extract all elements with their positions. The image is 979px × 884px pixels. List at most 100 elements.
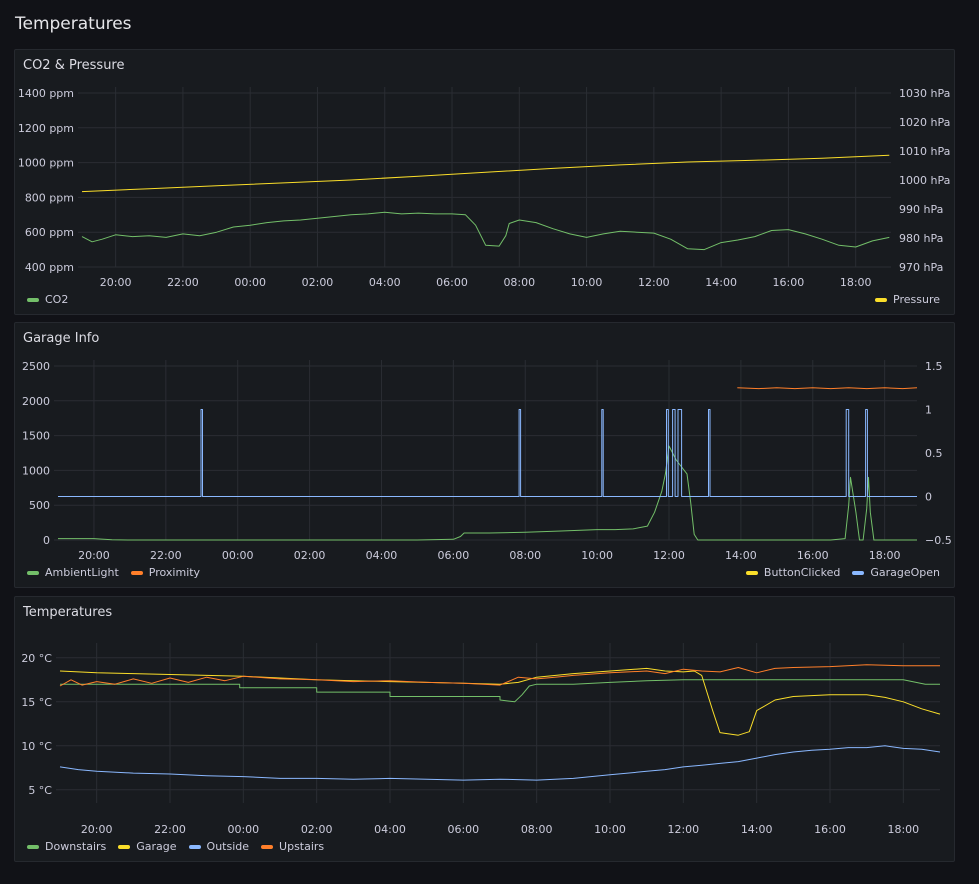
legend-item-buttonclicked[interactable]: ButtonClicked xyxy=(745,566,841,579)
dashboard-title: Temperatures xyxy=(15,14,132,34)
y-tick-label-left: 2500 xyxy=(22,360,50,373)
legend-item-garageopen[interactable]: GarageOpen xyxy=(852,566,940,579)
legend-label: CO2 xyxy=(45,293,69,306)
y-tick-label-left: 500 xyxy=(29,499,50,512)
legend-label: Pressure xyxy=(893,293,940,306)
legend-right: Pressure xyxy=(875,293,940,306)
legend-swatch xyxy=(261,844,274,849)
series-garage-line xyxy=(59,667,941,736)
y-tick-label-left: 1000 ppm xyxy=(18,157,74,170)
legend-label: Downstairs xyxy=(45,840,107,853)
legend-item-garage[interactable]: Garage xyxy=(118,840,177,853)
legend-label: ButtonClicked xyxy=(763,566,841,579)
chart-garage-info: 20:00 22:00 00:00 02:00 04:00 06:00 08:00 10:00… xyxy=(22,360,952,562)
legend-swatch xyxy=(118,844,131,849)
panel-title[interactable]: CO2 & Pressure xyxy=(23,58,125,73)
legend-left: Downstairs Garage Outside Upstairs xyxy=(27,840,324,853)
legend-item-ambientlight[interactable]: AmbientLight xyxy=(27,566,119,579)
x-tick-label: 16:00 xyxy=(814,823,846,836)
legend-label: Outside xyxy=(206,840,250,853)
x-tick-label: 04:00 xyxy=(366,549,398,562)
y-tick-label-right: 990 hPa xyxy=(899,203,943,216)
legend-swatch xyxy=(852,570,865,575)
y-tick-label-left: 1400 ppm xyxy=(18,87,74,100)
series-upstairs-line xyxy=(59,664,940,687)
chart-co2-pressure: 20:00 22:00 00:00 02:00 04:00 06:00 08:00 10:00… xyxy=(18,87,950,289)
panel-title[interactable]: Temperatures xyxy=(23,605,113,620)
x-tick-label: 14:00 xyxy=(705,276,737,289)
legend-swatch xyxy=(188,844,201,849)
x-tick-label: 22:00 xyxy=(150,549,182,562)
legend-item-pressure[interactable]: Pressure xyxy=(875,293,940,306)
legend-label: Garage xyxy=(136,840,177,853)
legend-swatch xyxy=(875,297,888,302)
x-tick-label: 10:00 xyxy=(571,276,603,289)
legend-right: ButtonClicked GarageOpen xyxy=(745,566,940,579)
legend-left: CO2 xyxy=(27,293,68,306)
x-tick-label: 20:00 xyxy=(81,823,113,836)
x-tick-label: 16:00 xyxy=(773,276,805,289)
x-tick-label: 08:00 xyxy=(521,823,553,836)
legend-swatch xyxy=(27,570,39,575)
x-tick-label: 14:00 xyxy=(725,549,757,562)
x-tick-label: 02:00 xyxy=(302,276,334,289)
legend-swatch xyxy=(27,297,39,302)
x-tick-label: 10:00 xyxy=(581,549,613,562)
y-tick-label-left: 10 °C xyxy=(21,740,52,753)
x-tick-label: 06:00 xyxy=(438,549,470,562)
y-tick-label-right: 1000 hPa xyxy=(899,174,950,187)
panel-temperatures[interactable]: Temperatures 20:00 22:00 00:00 02:00 04:00 06… xyxy=(14,596,955,862)
y-tick-label-left: 0 xyxy=(43,534,50,547)
x-tick-label: 08:00 xyxy=(509,549,541,562)
chart-temperatures: 20:00 22:00 00:00 02:00 04:00 06:00 08:00 10:00… xyxy=(21,643,941,836)
legend-item-co2[interactable]: CO2 xyxy=(27,293,68,306)
series-outside-line xyxy=(59,745,941,781)
y-tick-label-left: 800 ppm xyxy=(25,191,74,204)
y-tick-label-left: 400 ppm xyxy=(25,261,74,274)
x-tick-label: 12:00 xyxy=(667,823,699,836)
y-tick-label-right: 0.5 xyxy=(925,447,943,460)
x-tick-label: 00:00 xyxy=(227,823,259,836)
x-tick-label: 08:00 xyxy=(503,276,535,289)
legend-item-downstairs[interactable]: Downstairs xyxy=(27,840,106,853)
x-tick-label: 16:00 xyxy=(797,549,829,562)
x-tick-label: 04:00 xyxy=(369,276,401,289)
legend-label: Upstairs xyxy=(279,840,325,853)
legend-item-proximity[interactable]: Proximity xyxy=(130,566,201,579)
y-tick-label-left: 20 °C xyxy=(21,652,52,665)
panel-garage-info[interactable]: Garage Info 20:00 22:00 00:00 02:00 04:00 06:… xyxy=(14,322,955,588)
legend-item-outside[interactable]: Outside xyxy=(188,840,250,853)
legend-label: AmbientLight xyxy=(45,566,119,579)
y-tick-label-right: 1.5 xyxy=(925,360,943,373)
series-downstairs-line xyxy=(60,679,940,703)
x-tick-label: 02:00 xyxy=(294,549,326,562)
y-tick-label-right: 1020 hPa xyxy=(899,116,950,129)
legend-left: AmbientLight Proximity xyxy=(27,566,200,579)
y-tick-label-left: 15 °C xyxy=(21,696,52,709)
legend-label: Proximity xyxy=(148,566,201,579)
x-tick-label: 22:00 xyxy=(167,276,199,289)
legend-swatch xyxy=(130,570,143,575)
y-tick-label-right: −0.5 xyxy=(925,534,952,547)
series-pressure-line xyxy=(81,154,890,193)
x-tick-label: 04:00 xyxy=(374,823,406,836)
x-tick-label: 06:00 xyxy=(447,823,479,836)
y-tick-label-right: 1 xyxy=(925,404,932,417)
y-tick-label-left: 2000 xyxy=(22,395,50,408)
x-tick-label: 12:00 xyxy=(653,549,685,562)
x-tick-label: 10:00 xyxy=(594,823,626,836)
panel-title[interactable]: Garage Info xyxy=(23,331,100,346)
x-tick-label: 12:00 xyxy=(638,276,670,289)
series-proximity-line xyxy=(737,387,918,390)
x-tick-label: 06:00 xyxy=(436,276,468,289)
y-tick-label-right: 0 xyxy=(925,491,932,504)
legend-item-upstairs[interactable]: Upstairs xyxy=(261,840,324,853)
series-ambientlight-line xyxy=(58,445,917,541)
legend-swatch xyxy=(27,844,39,849)
y-tick-label-right: 1030 hPa xyxy=(899,87,950,100)
x-tick-label: 22:00 xyxy=(154,823,186,836)
panel-co2-pressure[interactable]: CO2 & Pressure 20:00 22:00 00:00 02:00 04:00… xyxy=(14,49,955,315)
x-tick-label: 20:00 xyxy=(78,549,110,562)
x-tick-label: 14:00 xyxy=(741,823,773,836)
x-tick-label: 18:00 xyxy=(869,549,901,562)
